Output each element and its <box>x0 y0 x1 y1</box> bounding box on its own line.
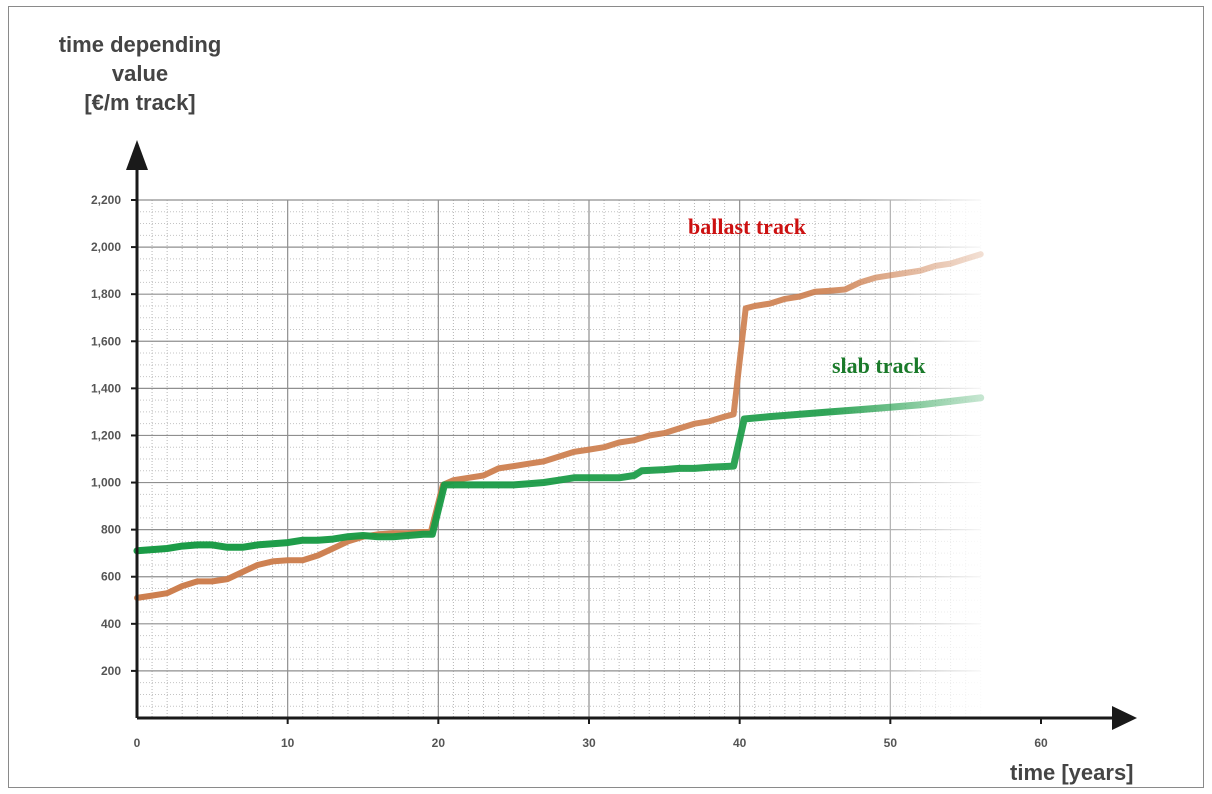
ballast-track-label: ballast track <box>688 214 806 239</box>
y-axis-label-line-2: value <box>111 61 169 86</box>
chart-frame <box>8 6 1204 788</box>
y-tick-label: 600 <box>101 570 121 584</box>
y-axis-arrow <box>126 140 148 170</box>
y-tick-label: 1,200 <box>91 428 121 442</box>
y-axis-label-line-3: [€/m track] <box>84 90 196 115</box>
y-tick-label: 200 <box>101 664 121 678</box>
x-tick-label: 10 <box>281 736 295 750</box>
x-tick-label: 60 <box>1034 736 1048 750</box>
x-tick-labels: 0 10 20 30 40 50 60 <box>134 736 1048 750</box>
y-tick-label: 1,600 <box>91 334 121 348</box>
y-axis-label-line-1: time depending <box>58 32 222 57</box>
x-tick-label: 30 <box>582 736 596 750</box>
y-tick-label: 2,200 <box>91 193 121 207</box>
y-axis-label: time depending value [€/m track] <box>20 30 260 117</box>
x-tick-label: 50 <box>884 736 898 750</box>
y-tick-label: 1,400 <box>91 381 121 395</box>
ballast-track-line <box>134 251 984 601</box>
y-tick-label: 1,800 <box>91 287 121 301</box>
y-tick-label: 400 <box>101 617 121 631</box>
axes <box>126 140 1137 730</box>
y-tick-labels: 200 400 600 800 1,000 1,200 1,400 1,600 1,800 2,0… <box>91 193 121 678</box>
slab-track-line <box>133 394 985 555</box>
x-axis-label: time [years] <box>1010 760 1134 785</box>
x-tick-label: 20 <box>432 736 446 750</box>
x-axis-arrow <box>1112 706 1137 730</box>
y-tick-label: 2,000 <box>91 240 121 254</box>
y-tick-label: 800 <box>101 523 121 537</box>
slab-track-label: slab track <box>832 353 926 378</box>
y-tick-label: 1,000 <box>91 476 121 490</box>
grid-fade <box>845 198 985 718</box>
x-tick-label: 40 <box>733 736 747 750</box>
x-tick-label: 0 <box>134 736 141 750</box>
series-layer <box>133 251 985 601</box>
